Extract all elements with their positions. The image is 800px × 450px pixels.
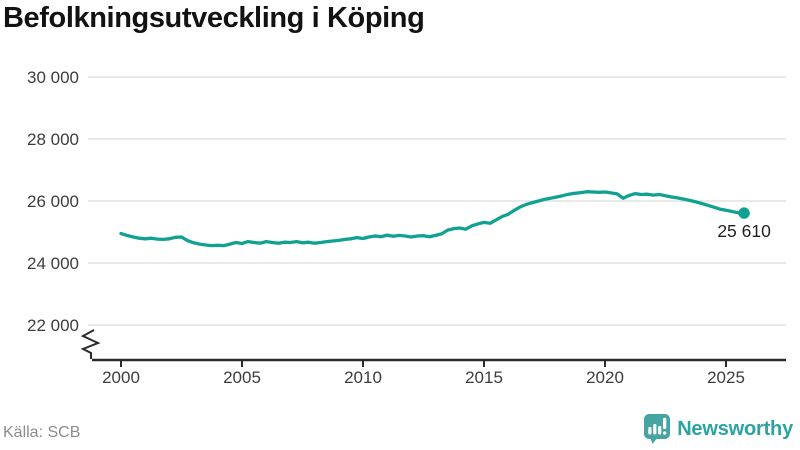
x-tick-label: 2025 [707, 368, 745, 387]
axis-break-icon [80, 329, 101, 359]
source-label: Källa: SCB [3, 424, 81, 441]
newsworthy-logo[interactable]: Newsworthy [644, 414, 793, 444]
y-tick-label: 22 000 [27, 316, 79, 335]
latest-value-label: 25 610 [717, 221, 771, 241]
population-line [119, 190, 746, 248]
x-tick-label: 2010 [344, 368, 382, 387]
latest-value-marker [738, 207, 750, 219]
y-tick-label: 28 000 [27, 130, 79, 149]
y-tick-label: 30 000 [27, 68, 79, 87]
newsworthy-wordmark: Newsworthy [677, 417, 793, 440]
x-tick-label: 2000 [102, 368, 140, 387]
y-tick-label: 24 000 [27, 254, 79, 273]
x-tick-label: 2005 [223, 368, 261, 387]
y-tick-label: 26 000 [27, 192, 79, 211]
newsworthy-icon [644, 414, 671, 444]
x-tick-label: 2015 [465, 368, 503, 387]
x-tick-label: 2020 [586, 368, 624, 387]
page-title: Befolkningsutveckling i Köping [3, 2, 425, 34]
